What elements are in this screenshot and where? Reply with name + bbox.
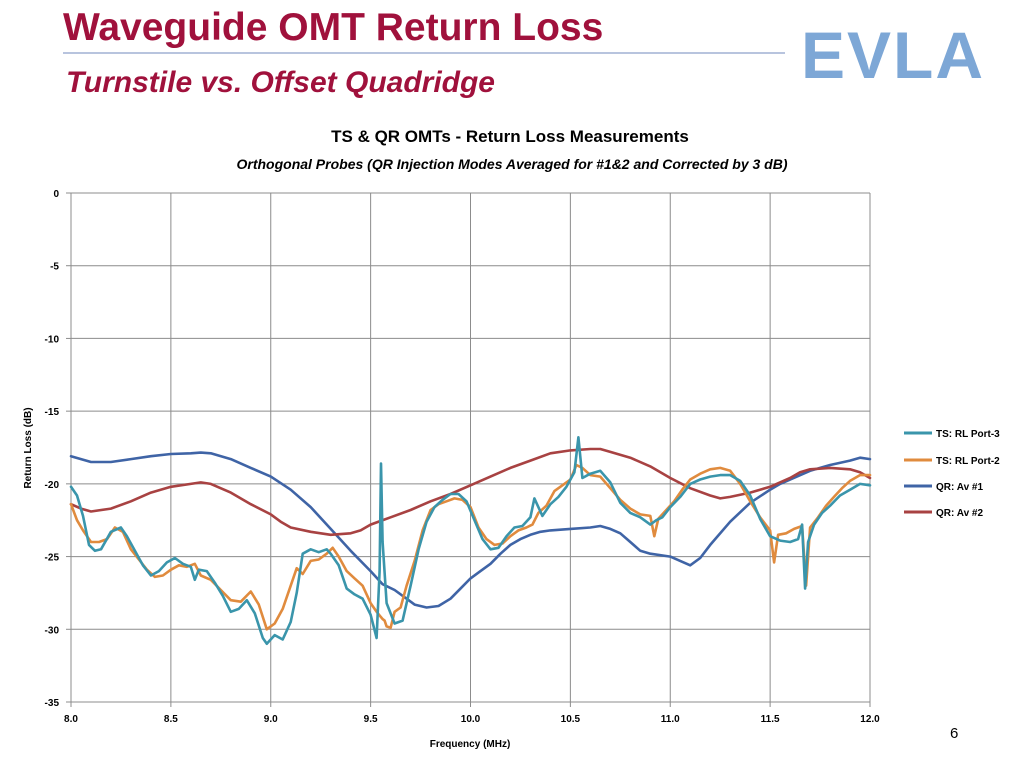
y-axis-label: Return Loss (dB) [23,407,34,488]
series-line [69,447,872,537]
title-divider [63,52,785,54]
legend-label: QR: Av #1 [936,482,983,493]
legend-label: TS: RL Port-2 [936,456,1000,467]
series-line [69,451,872,609]
x-tick-label: 10.0 [461,714,481,725]
slide-title: Waveguide OMT Return Loss [63,6,604,49]
x-tick-label: 10.5 [561,714,581,725]
x-tick-label: 9.5 [364,714,378,725]
evla-logo: EVLA [801,18,985,92]
x-tick-label: 11.0 [661,714,680,725]
y-tick-label: -35 [45,698,60,709]
y-tick-label: -25 [45,553,60,564]
y-tick-label: -10 [45,334,60,345]
x-tick-label: 11.5 [761,714,780,725]
x-axis-label: Frequency (MHz) [430,739,511,750]
logo-text: EVLA [801,18,985,92]
x-tick-label: 12.0 [860,714,880,725]
y-tick-label: -15 [45,407,60,418]
x-tick-label: 8.0 [64,714,78,725]
y-tick-label: -20 [45,480,60,491]
y-tick-label: -5 [50,262,59,273]
chart-subtitle: Orthogonal Probes (QR Injection Modes Av… [236,156,787,172]
x-tick-label: 8.5 [164,714,178,725]
page-number: 6 [950,725,959,742]
slide-subtitle: Turnstile vs. Offset Quadridge [66,66,495,99]
chart-title: TS & QR OMTs - Return Loss Measurements [331,127,689,146]
y-tick-label: 0 [53,189,59,200]
y-tick-label: -30 [45,625,60,636]
legend-label: QR: Av #2 [936,508,983,519]
legend-label: TS: RL Port-3 [936,429,1000,440]
series-line [69,436,872,646]
x-tick-label: 9.0 [264,714,278,725]
